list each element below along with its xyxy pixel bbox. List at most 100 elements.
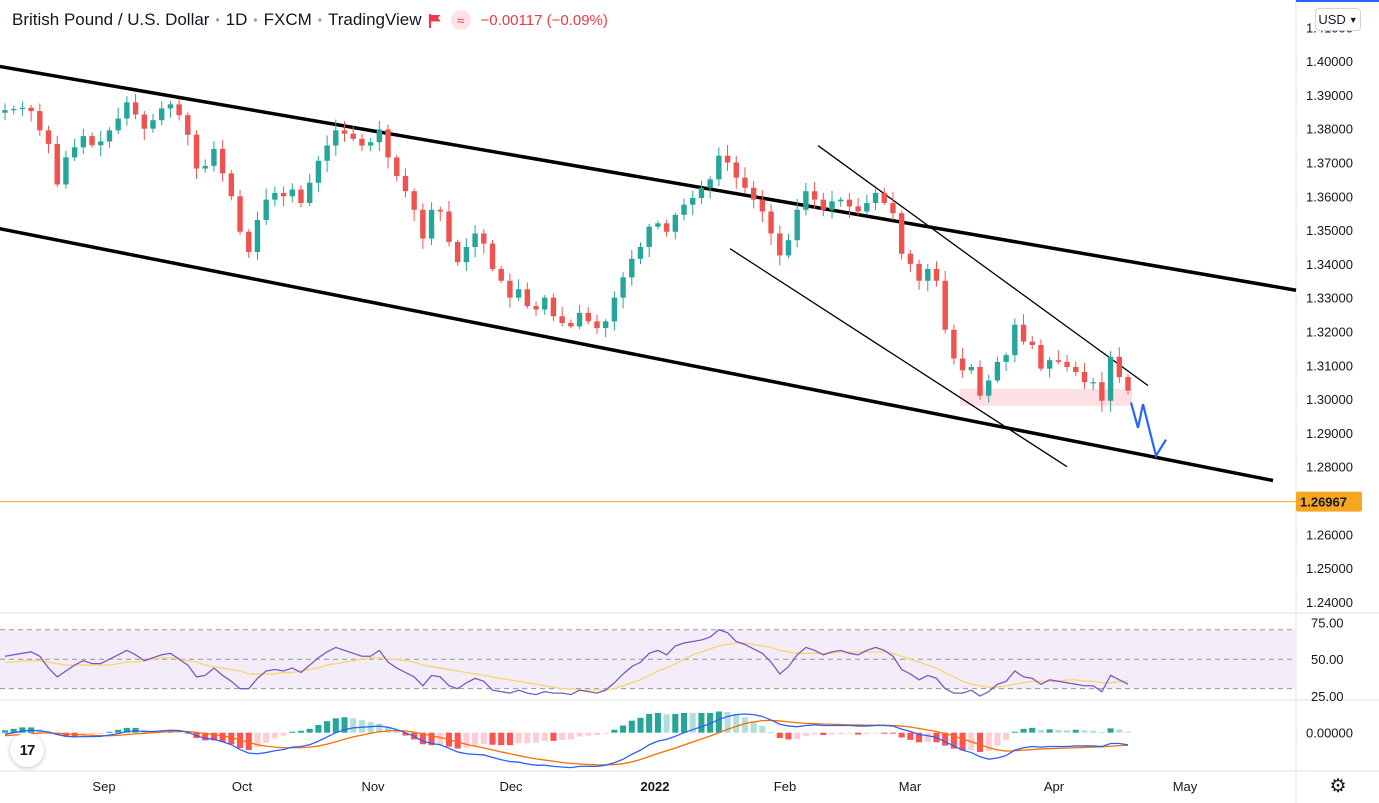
flag-icon[interactable]: [428, 13, 441, 28]
candle-body: [733, 162, 739, 178]
candle-body: [115, 118, 121, 131]
channel-upper-line: [0, 64, 1297, 292]
candle-body: [254, 219, 261, 253]
candle-body: [1003, 355, 1009, 362]
candle-body: [333, 130, 339, 146]
candle-body: [768, 211, 774, 234]
candle-body: [672, 214, 679, 232]
price-tick-label: 1.31000: [1306, 358, 1353, 373]
macd-histogram-bar: [297, 730, 305, 733]
candle-body: [63, 157, 69, 185]
candle-body: [437, 209, 443, 212]
macd-histogram-bar: [367, 722, 374, 733]
price-tick-label: 1.33000: [1306, 291, 1353, 306]
candle-body: [350, 133, 356, 139]
candle-body: [777, 233, 783, 256]
candle-body: [367, 142, 374, 146]
candle-body: [1081, 372, 1088, 383]
currency-select[interactable]: USD ▼: [1315, 8, 1361, 31]
macd-histogram-bar: [1029, 727, 1036, 733]
candle-body: [428, 209, 435, 239]
macd-histogram-bar: [794, 732, 801, 739]
macd-histogram-bar: [942, 732, 949, 746]
macd-histogram-bar: [646, 713, 653, 733]
interval-label[interactable]: 1D: [225, 10, 248, 29]
candle-body: [1090, 382, 1096, 384]
candle-body: [263, 199, 269, 220]
candle-body: [968, 366, 975, 371]
macd-histogram-bar: [1107, 728, 1114, 733]
macd-histogram-bar: [585, 732, 592, 736]
macd-histogram-bar: [663, 714, 670, 733]
candle-body: [1038, 344, 1044, 369]
candle-body: [1020, 324, 1027, 342]
macd-histogram-bar: [263, 732, 270, 743]
price-tick-label: 1.26000: [1306, 527, 1353, 542]
candle-body: [272, 192, 278, 200]
price-tick-label: 1.28000: [1306, 460, 1353, 475]
macd-histogram-bar: [184, 732, 191, 734]
macd-histogram-bar: [254, 732, 261, 748]
macd-histogram-bar: [1098, 732, 1105, 734]
candle-body: [246, 231, 252, 253]
candle-body: [750, 187, 757, 200]
candle-body: [341, 130, 348, 134]
wave-icon[interactable]: ≈: [450, 10, 471, 30]
macd-histogram-bar: [1020, 728, 1027, 733]
macd-histogram-bar: [498, 732, 505, 746]
candle-body: [463, 246, 470, 263]
candle-body: [524, 289, 531, 307]
candle-body: [663, 223, 670, 232]
macd-histogram-bar: [280, 732, 287, 736]
candle-body: [855, 206, 861, 212]
macd-histogram-bar: [62, 732, 69, 737]
candle-body: [498, 268, 504, 281]
candle-body: [237, 196, 243, 232]
price-tick-label: 1.24000: [1306, 595, 1353, 610]
candle-body: [620, 277, 626, 298]
macd-histogram-bar: [959, 732, 966, 751]
price-tick-label: 1.37000: [1306, 155, 1353, 170]
price-pane[interactable]: [0, 64, 1297, 503]
macd-histogram-bar: [611, 729, 618, 733]
candle-body: [759, 199, 766, 212]
candle-body: [820, 199, 827, 210]
macd-histogram-bar: [106, 731, 113, 733]
candle-body: [681, 204, 687, 215]
chart-header: British Pound / U.S. Dollar • 1D • FXCM …: [12, 9, 608, 31]
macd-line: [4, 713, 1129, 769]
macd-histogram-bar: [1037, 729, 1044, 733]
candle-body: [394, 157, 400, 176]
macd-histogram-bar: [602, 732, 609, 734]
price-tick-label: 1.25000: [1306, 561, 1353, 576]
candle-body: [280, 192, 287, 197]
macd-histogram-bar: [89, 732, 96, 735]
candle-body: [1125, 377, 1131, 391]
candle-body: [315, 160, 322, 183]
separator-dot: •: [253, 13, 258, 27]
inner-channel-upper-line: [817, 145, 1149, 387]
symbol-name[interactable]: British Pound / U.S. Dollar: [12, 10, 210, 29]
macd-histogram-bar: [97, 732, 104, 734]
candle-body: [716, 155, 722, 180]
candle-body: [959, 358, 966, 371]
time-tick-label: Feb: [774, 779, 796, 794]
macd-histogram-bar: [689, 712, 696, 733]
time-tick-label: Sep: [92, 779, 115, 794]
macd-histogram-bar: [828, 732, 836, 735]
macd-histogram-bar: [245, 732, 252, 751]
macd-histogram-bar: [985, 732, 992, 751]
macd-histogram-bar: [785, 732, 792, 740]
gear-icon[interactable]: ⚙: [1329, 775, 1347, 797]
tradingview-logo[interactable]: 17: [10, 733, 44, 767]
macd-histogram-bar: [707, 712, 714, 733]
macd-histogram-bar: [402, 732, 409, 736]
candle-body: [176, 104, 182, 116]
macd-histogram-bar: [1055, 729, 1062, 733]
candle-body: [811, 191, 818, 200]
macd-histogram-bar: [350, 718, 357, 733]
candle-body: [655, 223, 661, 227]
price-tick-label: 1.32000: [1306, 324, 1353, 339]
separator-dot: •: [317, 13, 322, 27]
